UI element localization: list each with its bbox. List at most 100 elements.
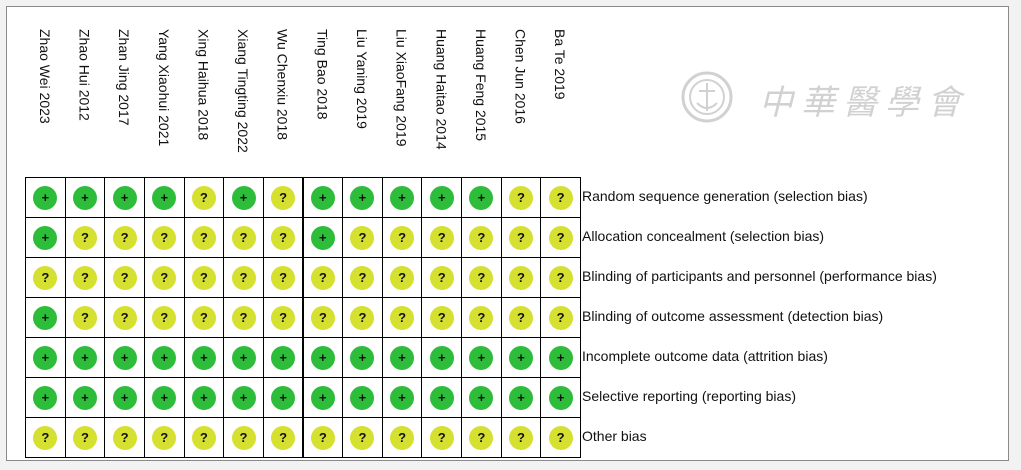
grid-cell: ? [143, 257, 185, 298]
low-risk-icon: + [548, 385, 573, 410]
grid-cell: ? [64, 257, 106, 298]
grid-cell: + [342, 377, 383, 418]
grid-cell: ? [302, 257, 344, 298]
low-risk-icon: + [350, 385, 375, 410]
unclear-risk-icon: ? [310, 305, 335, 330]
study-label: Yang Xiaohui 2021 [155, 29, 172, 147]
unclear-risk-icon: ? [231, 265, 256, 290]
grid-cell: ? [500, 177, 542, 218]
unclear-risk-icon: ? [390, 425, 415, 450]
low-risk-icon: + [390, 185, 415, 210]
unclear-risk-icon: ? [390, 305, 415, 330]
low-risk-icon: + [191, 385, 216, 410]
grid-cell: + [64, 337, 106, 378]
low-risk-icon: + [350, 185, 375, 210]
unclear-risk-icon: ? [33, 265, 58, 290]
grid-cell: + [461, 177, 502, 218]
unclear-risk-icon: ? [271, 305, 296, 330]
grid-cell: + [421, 377, 463, 418]
unclear-risk-icon: ? [72, 265, 97, 290]
risk-of-bias-grid: + + + +? +? + + + + +?? +?????? +??????????????????… [25, 177, 581, 458]
unclear-risk-icon: ? [350, 265, 375, 290]
grid-cell: ? [342, 297, 383, 338]
unclear-risk-icon: ? [350, 225, 375, 250]
grid-cell: + [143, 337, 185, 378]
grid-cell: + [25, 177, 66, 218]
grid-cell: ? [381, 257, 423, 298]
grid-cell: ? [461, 297, 502, 338]
domain-label: Other bias [582, 428, 647, 444]
grid-cell: + [262, 337, 304, 378]
grid-cell: ? [381, 297, 423, 338]
grid-cell: + [500, 377, 542, 418]
unclear-risk-icon: ? [72, 425, 97, 450]
unclear-risk-icon: ? [509, 305, 534, 330]
grid-cell: ? [421, 257, 463, 298]
grid-cell: ? [262, 217, 304, 258]
study-label: Liu XiaoFang 2019 [393, 29, 410, 147]
grid-cell: ? [540, 297, 581, 338]
unclear-risk-icon: ? [231, 225, 256, 250]
grid-cell: ? [540, 257, 581, 298]
low-risk-icon: + [429, 185, 454, 210]
grid-cell: + [421, 337, 463, 378]
low-risk-icon: + [112, 345, 137, 370]
grid-cell: ? [421, 417, 463, 458]
unclear-risk-icon: ? [548, 305, 573, 330]
study-label: Chen Jun 2016 [512, 29, 529, 124]
low-risk-icon: + [310, 385, 335, 410]
grid-cell: ? [262, 417, 304, 458]
unclear-risk-icon: ? [72, 305, 97, 330]
domain-label: Incomplete outcome data (attrition bias) [582, 348, 828, 364]
grid-cell: + [342, 177, 383, 218]
study-label: Huang Feng 2015 [472, 29, 489, 142]
grid-cell: ? [143, 217, 185, 258]
unclear-risk-icon: ? [548, 265, 573, 290]
grid-cell: + [64, 177, 106, 218]
grid-cell: ? [104, 217, 145, 258]
unclear-risk-icon: ? [271, 225, 296, 250]
grid-cell: ? [104, 297, 145, 338]
grid-cell: ? [183, 177, 225, 218]
grid-cell: + [223, 377, 264, 418]
unclear-risk-icon: ? [231, 305, 256, 330]
study-label: Xiang Tingting 2022 [235, 29, 252, 153]
unclear-risk-icon: ? [191, 305, 216, 330]
unclear-risk-icon: ? [271, 265, 296, 290]
grid-cell: ? [183, 297, 225, 338]
grid-cell: ? [64, 297, 106, 338]
unclear-risk-icon: ? [469, 305, 494, 330]
low-risk-icon: + [72, 385, 97, 410]
low-risk-icon: + [231, 385, 256, 410]
low-risk-icon: + [271, 385, 296, 410]
unclear-risk-icon: ? [112, 225, 137, 250]
grid-cell: + [421, 177, 463, 218]
grid-cell: + [143, 377, 185, 418]
grid-cell: ? [342, 417, 383, 458]
unclear-risk-icon: ? [152, 425, 177, 450]
low-risk-icon: + [350, 345, 375, 370]
unclear-risk-icon: ? [191, 225, 216, 250]
unclear-risk-icon: ? [271, 185, 296, 210]
grid-cell: ? [500, 417, 542, 458]
study-label: Ba Te 2019 [552, 29, 569, 100]
low-risk-icon: + [72, 185, 97, 210]
grid-cell: + [183, 377, 225, 418]
grid-cell: + [25, 297, 66, 338]
grid-cell: + [223, 177, 264, 218]
low-risk-icon: + [310, 225, 335, 250]
grid-cell: + [500, 337, 542, 378]
grid-cell: + [461, 377, 502, 418]
grid-cell: + [64, 377, 106, 418]
grid-cell: ? [421, 297, 463, 338]
grid-cell: + [302, 177, 344, 218]
risk-of-bias-summary: Zhao Wei 2023 Zhao Hui 2012 Zhan Jing 2017… [6, 6, 1009, 461]
grid-cell: ? [143, 417, 185, 458]
grid-cell: ? [223, 217, 264, 258]
unclear-risk-icon: ? [152, 265, 177, 290]
low-risk-icon: + [33, 345, 58, 370]
low-risk-icon: + [231, 185, 256, 210]
grid-cell: + [302, 337, 344, 378]
unclear-risk-icon: ? [152, 305, 177, 330]
domain-label: Allocation concealment (selection bias) [582, 228, 825, 244]
